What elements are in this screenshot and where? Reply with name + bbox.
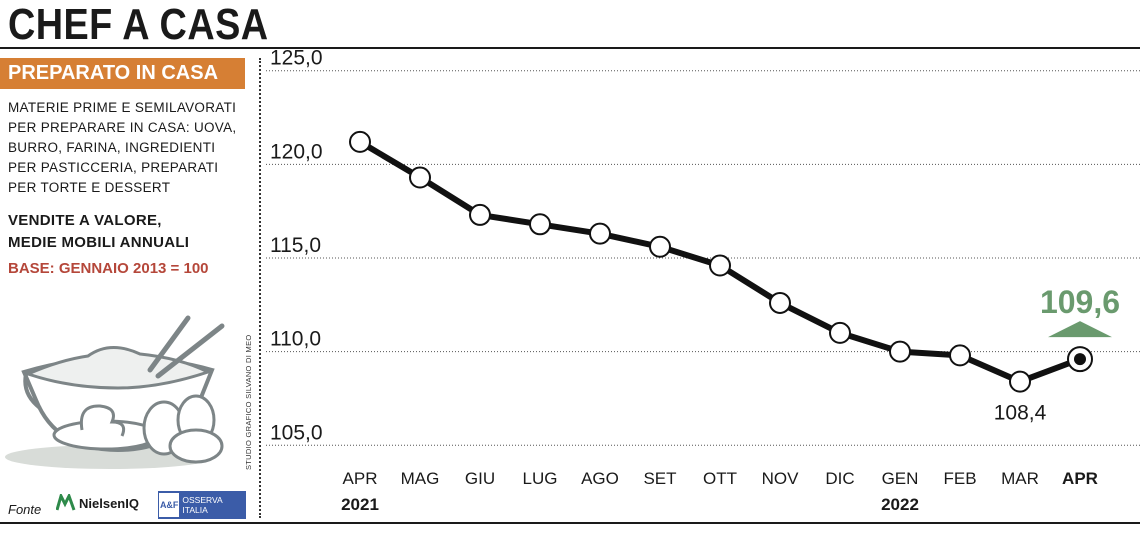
x-tick-label: GEN [882,469,919,488]
line-chart: 125,0 120,0 115,0 110,0 105,0 APR MAG GIU LUG AGO… [266,50,1140,514]
data-point [709,254,731,277]
x-tick-label: FEB [943,469,976,488]
description-line: PER PREPARARE IN CASA: UOVA, [8,120,237,135]
osserva-italia-logo: A&F OSSERVA ITALIA [158,491,246,519]
y-tick-label: 110,0 [270,328,321,351]
description-line: PER PASTICCERIA, PREPARATI [8,160,219,175]
up-triangle-icon [1048,321,1112,338]
page-title: CHEF A CASA [8,0,269,49]
credit: STUDIO GRAFICO SILVANO DI MEO [244,334,253,470]
description: MATERIE PRIME E SEMILAVORATI PER PREPARA… [8,98,248,198]
x-tick-label: MAG [401,469,440,488]
data-point [469,203,491,226]
data-label-highlight: 109,6 [1040,284,1120,320]
data-point [829,321,851,344]
x-tick-label: MAR [1001,469,1039,488]
footer-rule [0,522,1140,524]
data-point [949,344,971,367]
year-label: 2021 [341,495,379,514]
x-tick-label: GIU [465,469,495,488]
osserva-italia-wordmark: OSSERVA ITALIA [182,495,223,515]
x-tick-label: DIC [825,469,854,488]
data-point [589,222,611,245]
x-tick-label: OTT [703,469,737,488]
data-point [349,130,371,153]
x-tick-label: NOV [762,469,800,488]
x-tick-label: SET [643,469,676,488]
mixing-bowl-with-eggs-icon [5,315,225,469]
y-tick-label: 120,0 [270,140,323,163]
x-tick-label: APR [343,469,378,488]
category-badge: PREPARATO IN CASA [0,58,245,89]
description-line: MATERIE PRIME E SEMILAVORATI [8,100,237,115]
x-tick-label: AGO [581,469,619,488]
panel-divider [259,58,261,518]
nielseniq-logo: NielsenIQ [56,494,139,512]
data-label: 108,4 [994,402,1047,425]
sidebar: PREPARATO IN CASA MATERIE PRIME E SEMILA… [0,58,248,277]
x-tick-label: APR [1062,469,1098,488]
year-label: 2022 [881,495,919,514]
y-tick-label: 115,0 [270,234,321,257]
data-point [769,291,791,314]
base-label: BASE: GENNAIO 2013 = 100 [8,260,209,277]
osserva-italia-mark: A&F [159,493,180,517]
nielseniq-mark-icon [56,494,76,511]
data-point [1009,370,1031,393]
measure-line: VENDITE A VALORE, [8,212,162,229]
x-tick-label: LUG [523,469,558,488]
header-rule [0,47,1140,49]
description-line: BURRO, FARINA, INGREDIENTI [8,140,216,155]
description-line: PER TORTE E DESSERT [8,180,171,195]
nielseniq-wordmark: NielsenIQ [79,495,139,511]
data-point [649,235,671,258]
measure-label: VENDITE A VALORE, MEDIE MOBILI ANNUALI [8,210,248,254]
data-point [889,340,911,363]
source-label: Fonte [8,502,42,517]
data-point [409,166,431,189]
y-tick-label: 105,0 [270,421,323,444]
data-point [529,213,551,236]
measure-line: MEDIE MOBILI ANNUALI [8,234,190,251]
y-tick-label: 125,0 [270,50,323,70]
data-point-highlight [1074,353,1086,366]
